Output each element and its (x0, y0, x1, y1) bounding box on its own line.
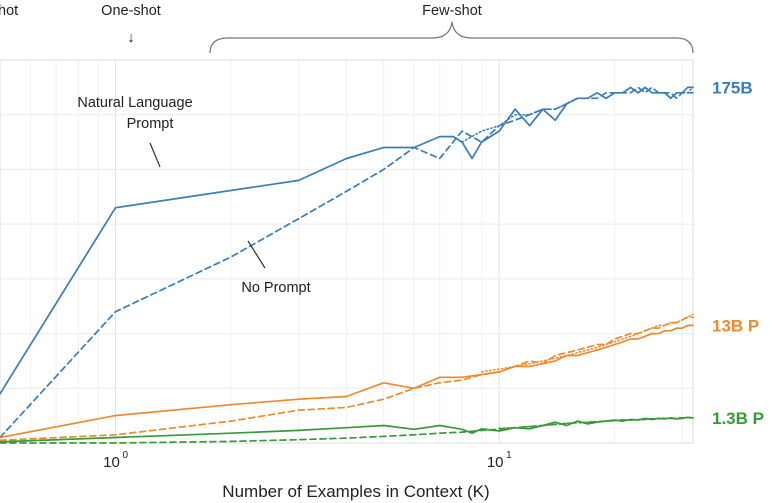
series-label-13b: 13B P (712, 316, 759, 335)
annotation-natural-language-leader (149, 142, 161, 168)
series-lines (0, 86, 694, 444)
one-shot-arrow-icon: ↓ (127, 30, 134, 46)
annotation-no-prompt-leader (247, 240, 266, 269)
grid (0, 59, 693, 444)
series-label-1-3b: 1.3B P (712, 409, 764, 428)
x-axis-title: Number of Examples in Context (K) (222, 482, 489, 501)
series-line-13b-no-prompt (0, 316, 694, 442)
x-tick-label: 10 (487, 454, 504, 471)
series-line-13b-prompt (0, 324, 694, 439)
annotations: Natural Language Prompt No Prompt (77, 95, 310, 296)
region-label-few-shot: Few-shot (422, 3, 482, 19)
shot-regions: hot One-shot ↓ Few-shot (0, 3, 694, 54)
annotation-no-prompt: No Prompt (241, 280, 310, 296)
series-labels: 175B 13B P 1.3B P (712, 78, 764, 427)
series-line-175b-no-prompt-dotted (461, 86, 694, 143)
series-label-175b: 175B (712, 78, 753, 97)
x-tick-exponent: 0 (123, 450, 129, 461)
region-label-one-shot: One-shot (101, 3, 161, 19)
annotation-natural-language-line-2: Prompt (127, 116, 174, 132)
annotation-natural-language-line-1: Natural Language (77, 95, 192, 111)
x-tick-exponent: 1 (506, 450, 512, 461)
series-line-1-3b-no-prompt-dotted (498, 417, 694, 429)
region-label-zero-shot: hot (0, 3, 18, 19)
x-tick-label: 10 (103, 454, 120, 471)
x-axis-ticks: 10 0 10 1 (103, 450, 512, 471)
few-shot-brace (209, 21, 694, 54)
series-line-13b-no-prompt-dotted (480, 313, 694, 373)
plot-frame (0, 59, 694, 444)
